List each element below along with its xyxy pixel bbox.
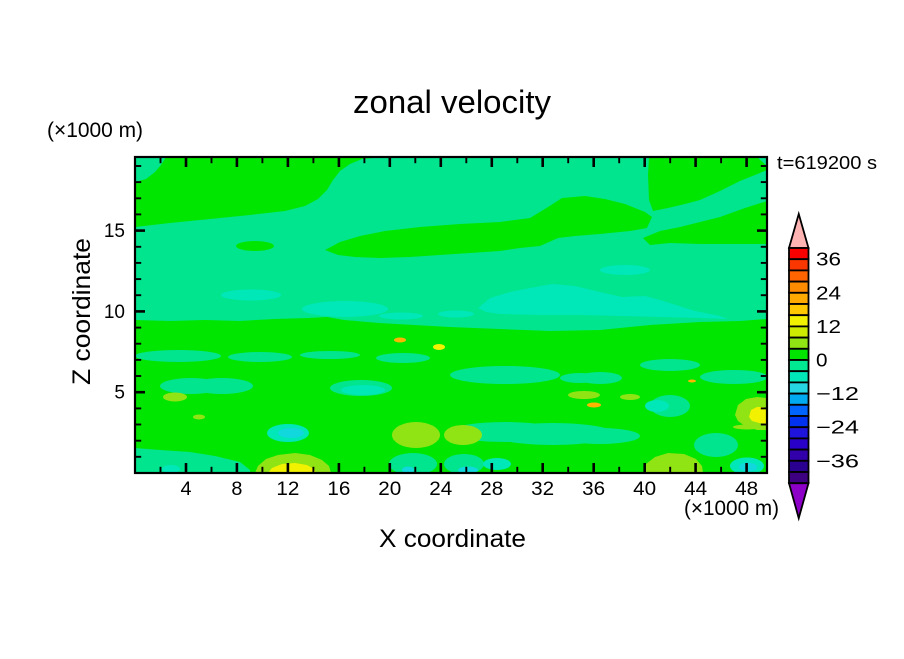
svg-text:32: 32 [531,479,554,500]
svg-text:8: 8 [231,479,242,500]
svg-text:12: 12 [276,479,299,500]
svg-text:16: 16 [327,479,350,500]
svg-text:15: 15 [104,221,125,242]
svg-text:(×1000 m): (×1000 m) [47,119,143,142]
svg-text:24: 24 [429,479,452,500]
svg-text:48: 48 [735,479,758,500]
svg-text:44: 44 [684,479,707,500]
svg-text:10: 10 [104,302,125,323]
svg-text:t=619200 s: t=619200 s [777,153,877,173]
svg-text:36: 36 [816,249,841,270]
svg-text:(×1000 m): (×1000 m) [684,497,779,520]
svg-text:20: 20 [378,479,401,500]
svg-text:5: 5 [114,383,125,404]
svg-text:Z coordinate: Z coordinate [68,238,96,385]
svg-text:4: 4 [181,479,192,500]
svg-text:12: 12 [816,316,841,337]
svg-text:−12: −12 [816,383,859,404]
svg-text:−36: −36 [816,450,859,471]
svg-text:40: 40 [633,479,656,500]
svg-text:−24: −24 [816,417,859,438]
svg-text:24: 24 [816,282,841,303]
svg-text:0: 0 [816,350,828,371]
svg-text:28: 28 [480,479,503,500]
svg-text:zonal velocity: zonal velocity [353,84,551,120]
svg-text:X coordinate: X coordinate [379,525,526,553]
svg-text:36: 36 [582,479,605,500]
